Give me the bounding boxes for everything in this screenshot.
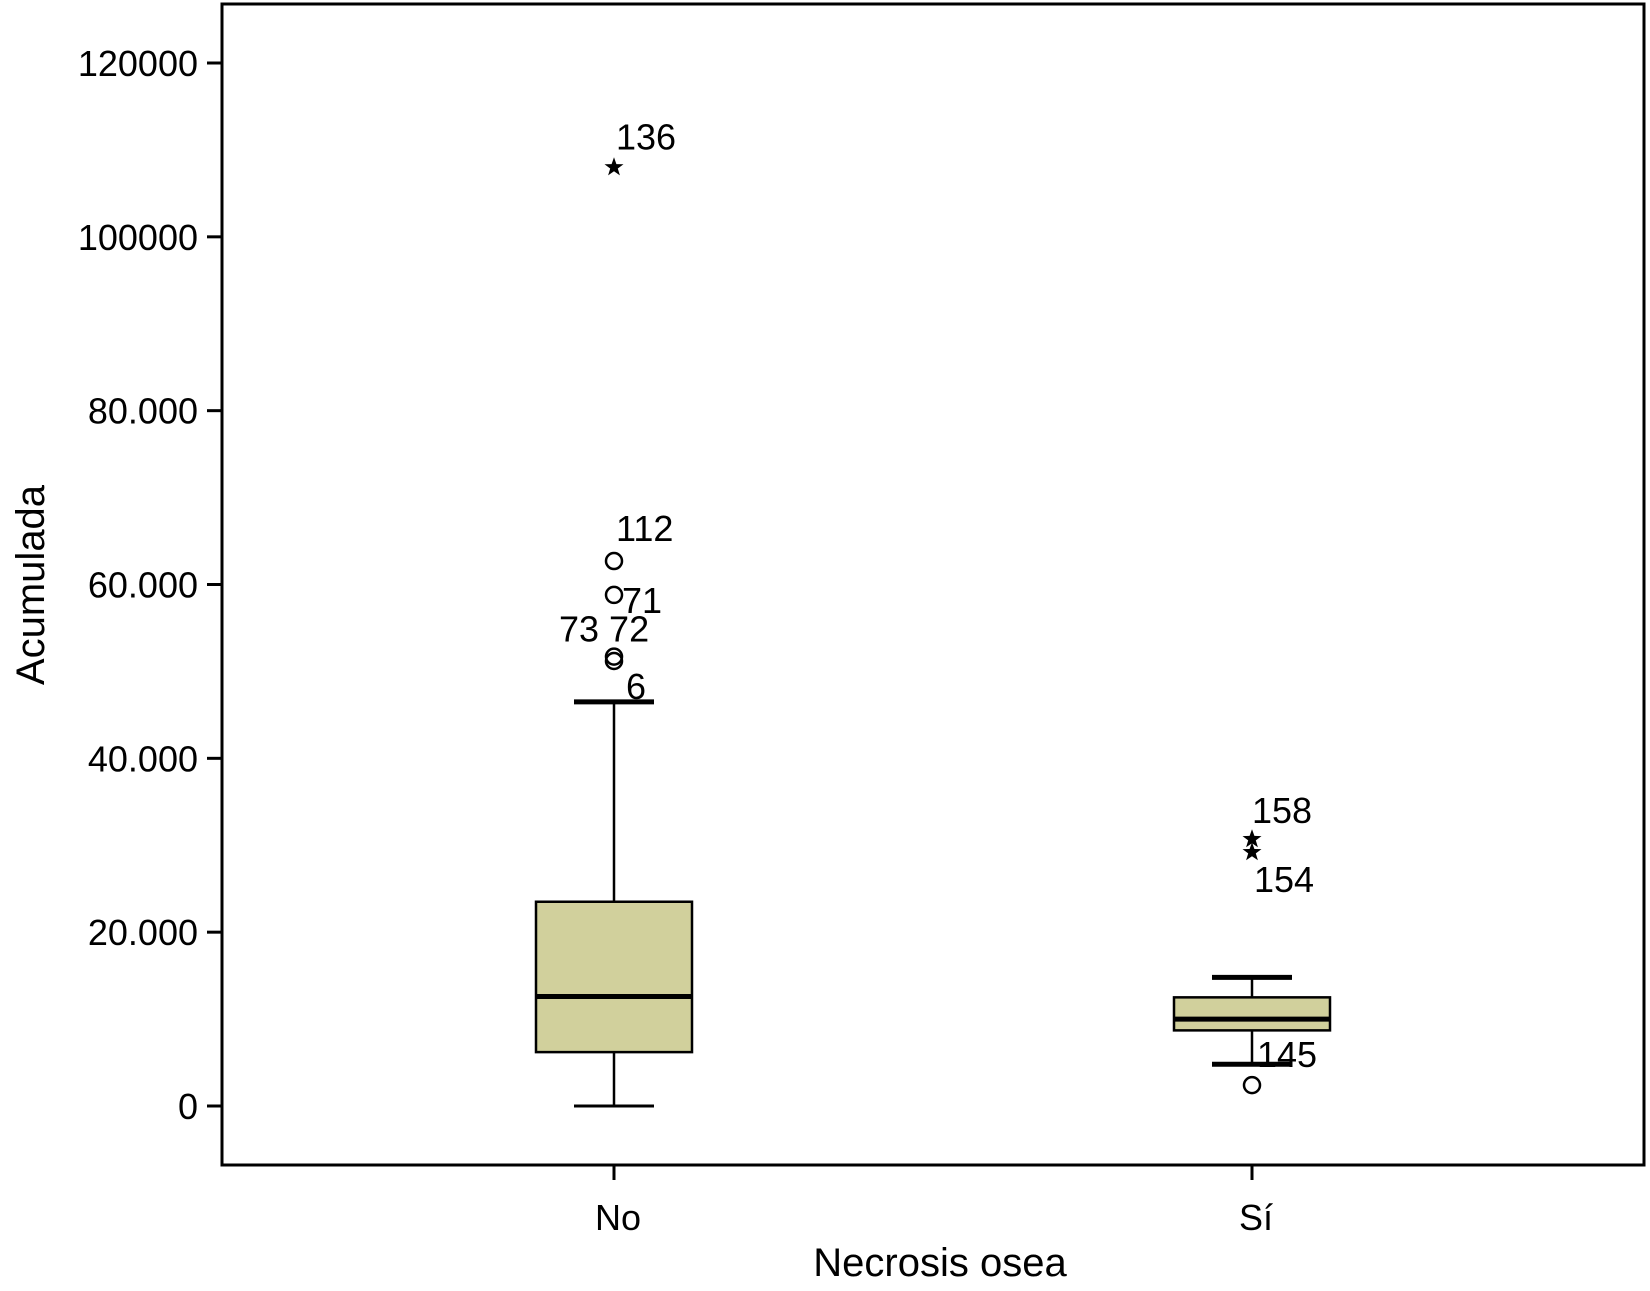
plot-frame (220, 2, 1646, 1167)
outlier-label: 145 (1257, 1034, 1317, 1075)
y-tick-label: 80.000 (88, 391, 198, 432)
iqr-box (534, 900, 694, 1054)
outlier-star (1242, 829, 1262, 848)
y-tick-label: 40.000 (88, 738, 198, 779)
x-axis: No Sí (595, 1165, 1273, 1238)
y-tick-label: 0 (178, 1086, 198, 1127)
x-axis-label: Necrosis osea (813, 1241, 1067, 1285)
outlier-star (604, 157, 624, 176)
y-tick-label: 100000 (78, 217, 198, 258)
outlier-label: 6 (626, 666, 646, 707)
y-tick-label: 60.000 (88, 565, 198, 606)
outlier-label: 73 72 (559, 609, 649, 650)
iqr-box (1172, 996, 1332, 1032)
outlier-label: 71 (622, 580, 662, 621)
outlier-star (1242, 842, 1262, 861)
outlier-label: 158 (1252, 790, 1312, 831)
y-tick-label: 20.000 (88, 912, 198, 953)
y-axis: 0 20.000 40.000 60.000 80.000 100000 120000 (78, 43, 222, 1127)
outlier-label: 154 (1254, 859, 1314, 900)
box-si: 158 154 145 (1172, 790, 1332, 1095)
outlier-label: 112 (616, 508, 673, 549)
outlier-circle (1242, 1075, 1262, 1095)
outlier-circle (604, 651, 624, 671)
outlier-circle (604, 585, 624, 605)
y-axis-label: Acumulada (9, 484, 53, 685)
outlier-label: 136 (616, 116, 676, 157)
outlier-circle (604, 551, 624, 571)
x-tick-label: No (595, 1197, 641, 1238)
x-tick-label: Sí (1239, 1197, 1273, 1238)
y-tick-label: 120000 (78, 43, 198, 84)
